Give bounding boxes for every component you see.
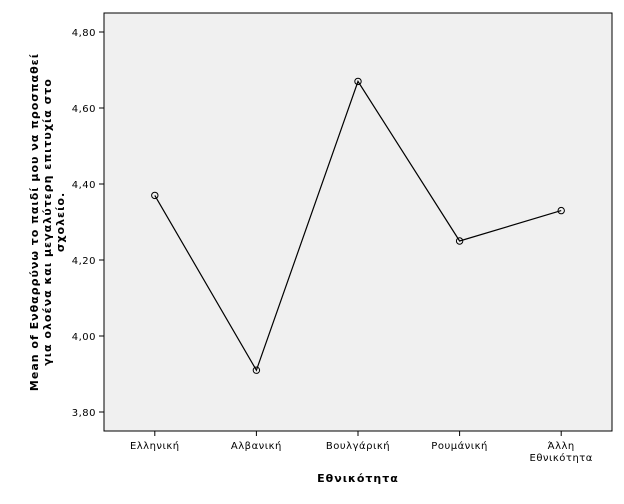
plot-area bbox=[103, 12, 613, 432]
y-tick-label: 3,80 bbox=[72, 408, 96, 419]
y-tick-label: 4,40 bbox=[72, 180, 96, 191]
x-axis-title: Εθνικότητα bbox=[317, 472, 399, 485]
y-axis-title-line: για ολοένα και μεγαλύτερη επιτυχία στο bbox=[41, 78, 54, 366]
x-tick-label: Άλλη bbox=[548, 440, 575, 452]
y-tick-label: 4,00 bbox=[72, 332, 96, 343]
y-tick-label: 4,80 bbox=[72, 28, 96, 39]
data-point-5 bbox=[557, 206, 565, 215]
data-point-1 bbox=[151, 191, 159, 200]
x-tick-label: Ελληνική bbox=[130, 440, 180, 452]
series-line bbox=[154, 80, 562, 372]
y-axis-title-line: Mean of Ενθαρρύνω το παιδί μου να προσπα… bbox=[28, 53, 41, 391]
data-point-4 bbox=[455, 237, 464, 245]
x-tick-label: Εθνικότητα bbox=[530, 452, 593, 464]
y-axis-title-line: σχολείο. bbox=[54, 192, 67, 252]
x-tick-label: Ρουμάνική bbox=[431, 440, 488, 452]
data-series bbox=[151, 77, 565, 374]
y-tick-label: 4,60 bbox=[72, 104, 96, 115]
x-tick-label: Αλβανική bbox=[231, 440, 282, 452]
y-tick-label: 4,20 bbox=[72, 256, 96, 267]
x-axis: Ελληνική Αλβανική Βουλγάρική Ρουμάνική ΆλληΕ… bbox=[130, 431, 593, 464]
y-axis-title: Mean of Ενθαρρύνω το παιδί μου να προσπα… bbox=[28, 53, 67, 391]
x-tick-label: Βουλγάρική bbox=[326, 440, 390, 452]
data-point-3 bbox=[354, 77, 362, 86]
data-point-2 bbox=[252, 366, 261, 374]
y-axis: 3,80 4,00 4,20 4,40 4,60 4,80 bbox=[72, 28, 104, 419]
